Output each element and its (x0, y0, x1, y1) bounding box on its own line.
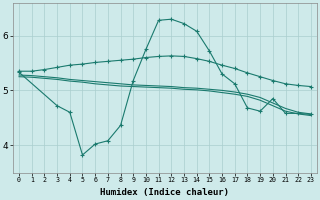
X-axis label: Humidex (Indice chaleur): Humidex (Indice chaleur) (100, 188, 229, 197)
